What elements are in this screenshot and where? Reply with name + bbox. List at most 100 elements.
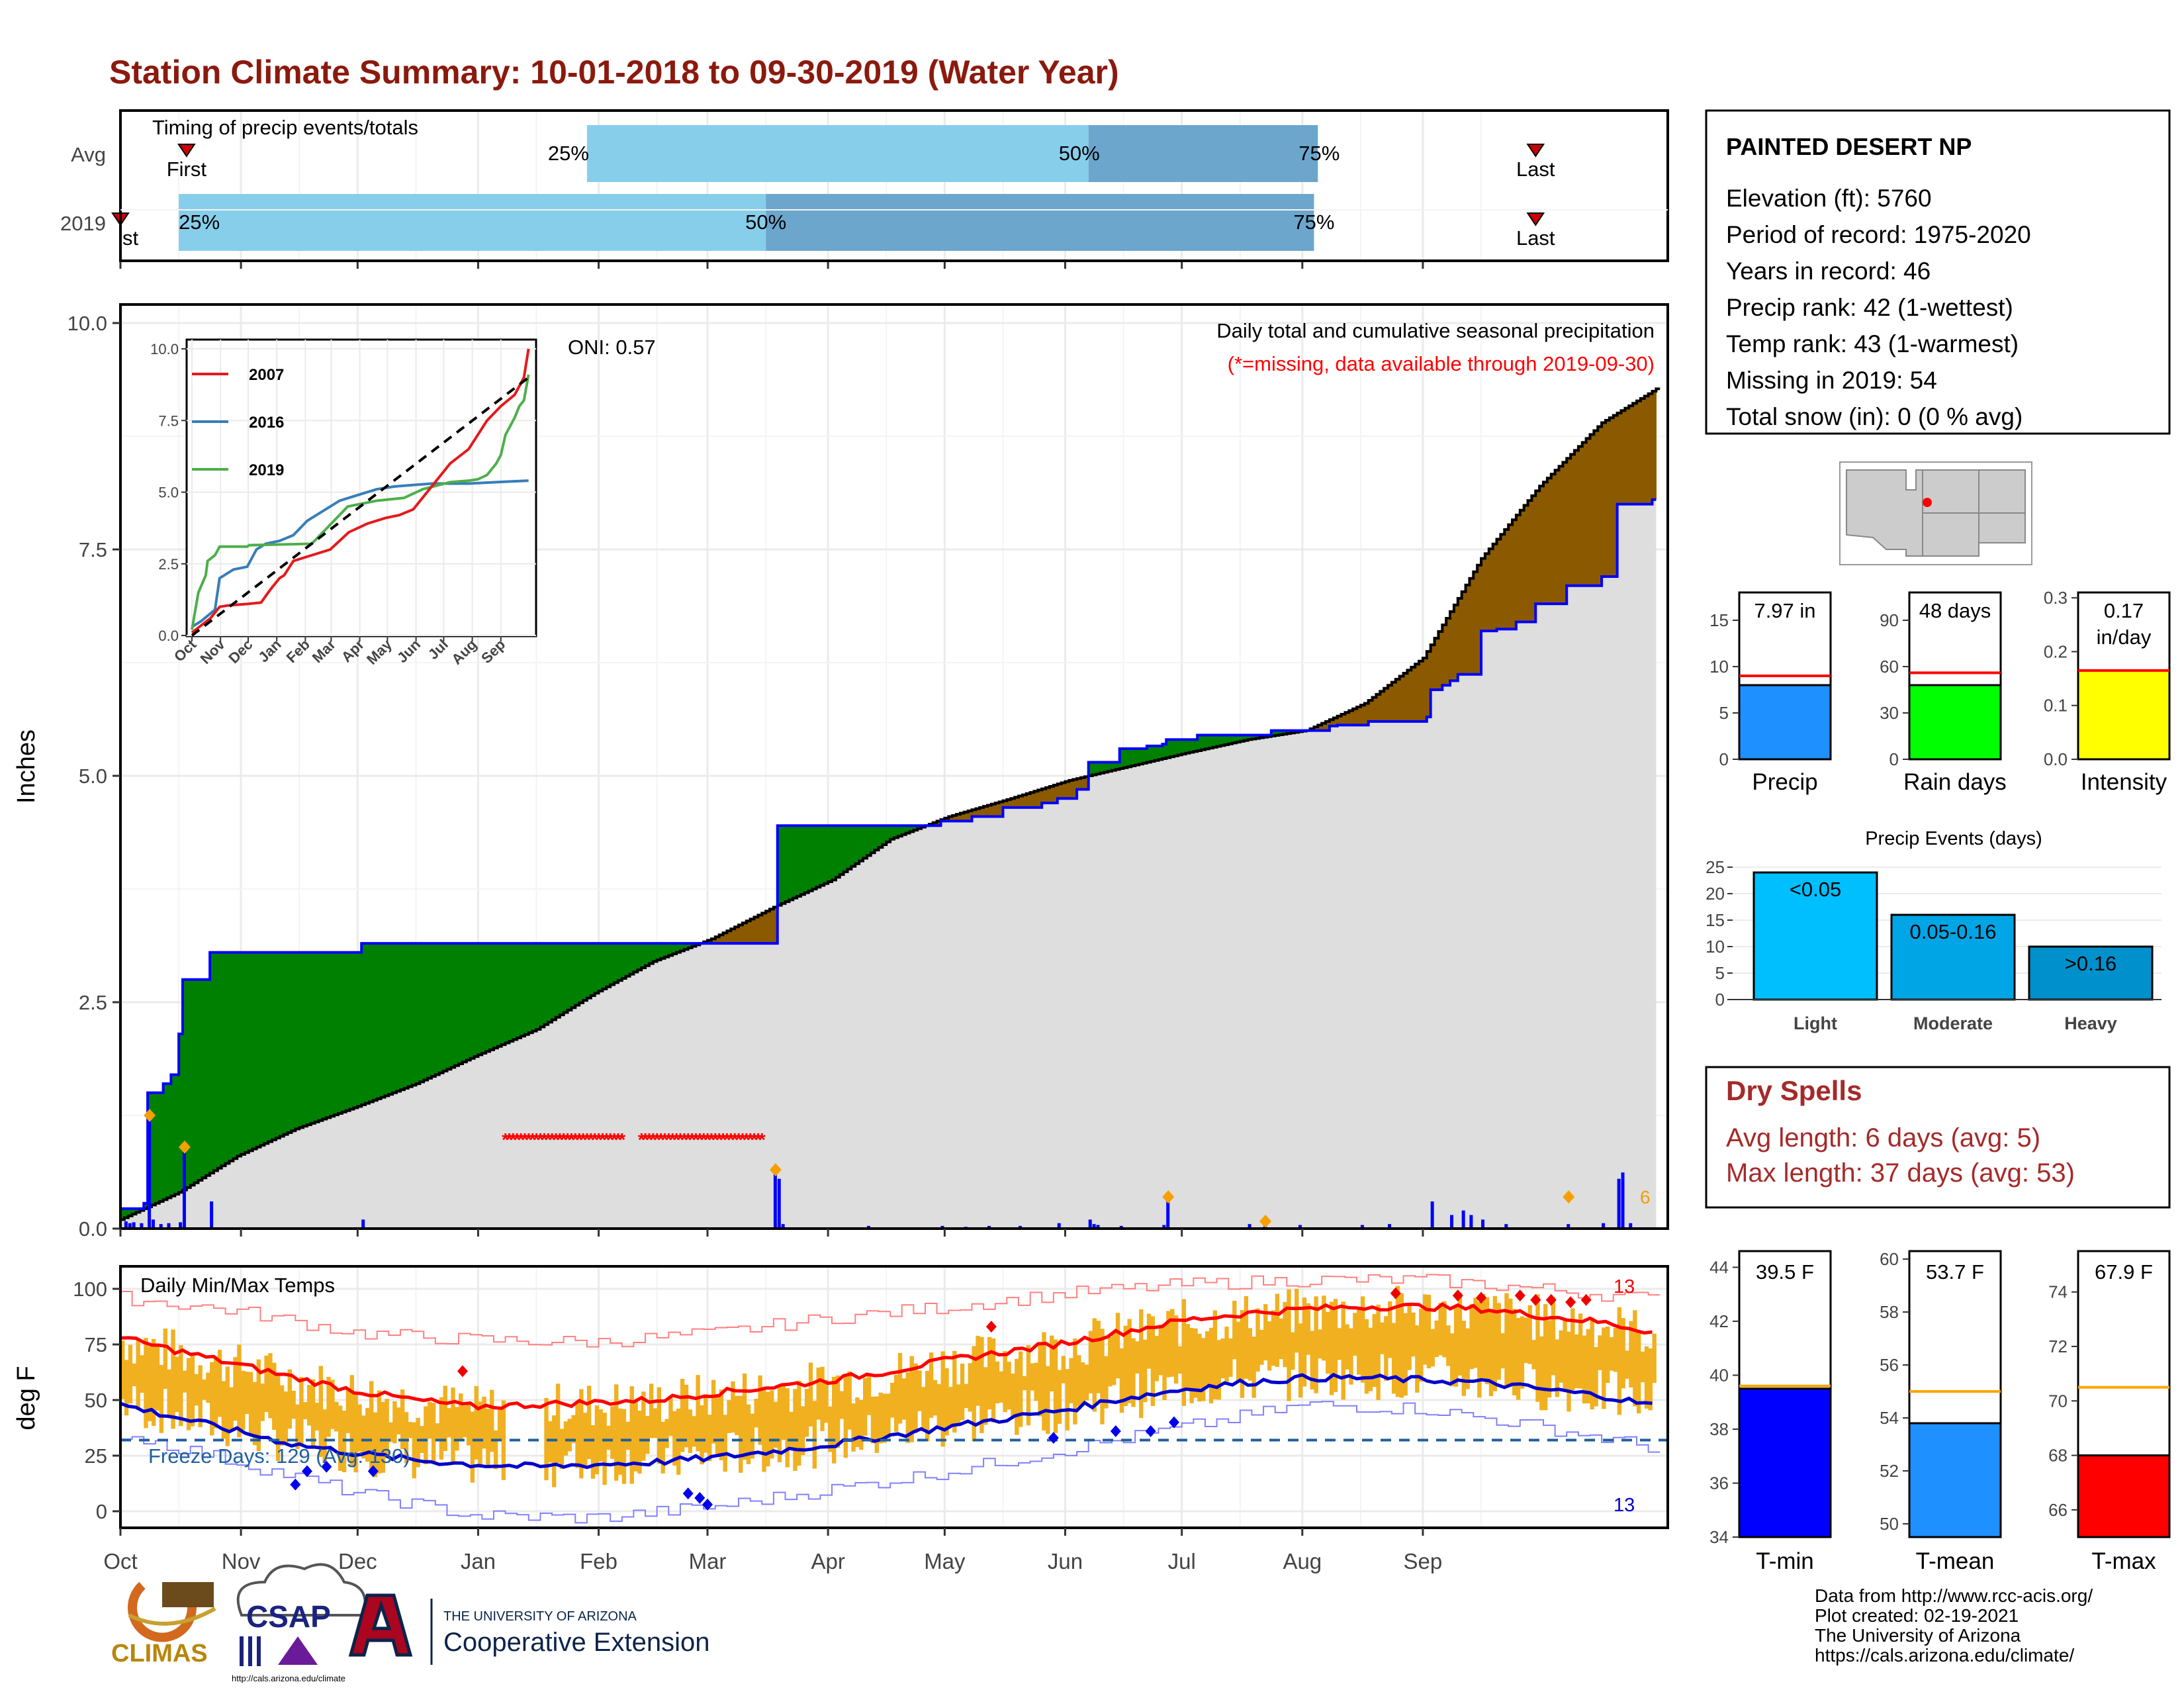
precip-above-avg-fill (1111, 762, 1116, 771)
precip-below-avg-fill (936, 821, 942, 826)
precip-below-avg-fill (1582, 442, 1587, 586)
precip-missing-asterisk: * (599, 1129, 606, 1150)
precip-above-avg-fill (602, 943, 607, 989)
temp-daily-range-bar (1543, 1304, 1548, 1411)
temp-daily-range-bar (1314, 1296, 1318, 1393)
precip-above-avg-fill (357, 952, 362, 1107)
precip-below-avg-fill (1349, 710, 1353, 726)
precip-below-avg-fill (762, 913, 766, 944)
temp-daily-range-bar (1224, 1327, 1229, 1382)
temp-daily-range-bar (1376, 1304, 1381, 1401)
temp-daily-range-bar (256, 1359, 261, 1452)
temp-daily-range-bar (1259, 1329, 1264, 1365)
temp-daily-range-bar (750, 1413, 755, 1459)
temp-daily-range-bar (291, 1390, 296, 1419)
precip-daily-bar (781, 1224, 785, 1229)
temp-daily-range-bar (563, 1421, 569, 1456)
record-low-diamond-marker (1110, 1425, 1121, 1438)
temp-daily-range-bar (1026, 1345, 1031, 1426)
inset-line-2016 (191, 479, 529, 628)
precip-above-avg-fill (594, 943, 600, 994)
precip-above-avg-fill (144, 1203, 148, 1209)
precip-missing-asterisk: * (576, 1129, 583, 1150)
precip-above-avg-fill (633, 943, 638, 972)
precip-above-avg-fill (1135, 748, 1140, 765)
temp-daily-range-bar (493, 1430, 498, 1470)
temp-daily-range-bar (1042, 1332, 1046, 1431)
temp-daily-range-bar (1453, 1306, 1459, 1387)
precip-daily-bar (777, 1178, 781, 1229)
temp-daily-range-bar (874, 1396, 880, 1453)
summary-bar-rain-days (1908, 684, 2002, 761)
temp-summary-bar-t-min (1738, 1387, 1832, 1538)
temp-daily-range-bar (664, 1419, 669, 1448)
precip-below-avg-fill (1042, 788, 1046, 804)
temp-daily-range-bar (586, 1385, 592, 1460)
temp-daily-range-bar (1275, 1293, 1280, 1367)
temp-daily-range-bar (1251, 1336, 1256, 1398)
precip-below-avg-fill (964, 812, 969, 821)
temp-daily-range-bar (198, 1365, 203, 1427)
temp-daily-range-bar (179, 1345, 183, 1427)
temp-daily-range-bar (1512, 1309, 1517, 1395)
precip-y-tick-label: 7.5 (79, 538, 107, 561)
inset-y-tick-label: 7.5 (158, 412, 179, 429)
temp-daily-range-bar (1625, 1350, 1629, 1379)
temp-daily-range-bar (1189, 1328, 1194, 1403)
temp-daily-range-bar (680, 1378, 685, 1452)
timing-p50-label-2019: 50% (745, 211, 786, 234)
temp-daily-range-bar (905, 1372, 910, 1443)
precip-above-avg-fill (816, 825, 821, 888)
precip-above-avg-fill (1146, 745, 1152, 763)
precip-above-avg-fill (341, 952, 347, 1112)
inset-legend-label: 2016 (249, 414, 284, 432)
temp-daily-range-bar (1131, 1338, 1136, 1407)
precip-below-avg-fill (1477, 565, 1482, 675)
precip-above-avg-fill (291, 952, 296, 1131)
precip-above-avg-fill (684, 943, 689, 950)
precip-below-avg-fill (1539, 486, 1544, 604)
precip-common-fill (120, 499, 1657, 1229)
precip-above-avg-fill (295, 952, 300, 1129)
precip-below-avg-fill (1345, 712, 1349, 726)
temp-daily-range-bar (303, 1401, 308, 1419)
precip-above-avg-fill (579, 943, 584, 1003)
temp-daily-range-bar (972, 1346, 976, 1442)
record-high-diamond-marker (1390, 1287, 1401, 1299)
station-location-dot (1923, 498, 1932, 507)
precip-missing-asterisk: * (545, 1129, 552, 1150)
precip-below-avg-fill (1496, 539, 1502, 630)
temp-daily-range-bar (1115, 1313, 1120, 1379)
events-category-label: Heavy (2064, 1013, 2117, 1033)
record-low-diamond-marker (1145, 1425, 1156, 1438)
temp-daily-range-bar (1057, 1370, 1062, 1424)
precip-below-avg-fill (1003, 800, 1007, 808)
precip-missing-asterisk: * (607, 1129, 614, 1150)
month-x-tick-label: Dec (338, 1549, 377, 1573)
precip-above-avg-fill (521, 943, 525, 1037)
station-info-line: Years in record: 46 (1726, 258, 1931, 285)
temp-summary-y-tick-label: 70 (2048, 1391, 2068, 1411)
temp-daily-range-bar (233, 1357, 238, 1421)
precip-missing-asterisk: * (707, 1129, 715, 1150)
precip-above-avg-fill (517, 943, 522, 1038)
precip-above-avg-fill (544, 943, 549, 1025)
precip-below-avg-fill (1570, 454, 1575, 586)
temp-panel: 0 25 50 75 100 deg F Daily Min/Max Temps Fre… (13, 1229, 1669, 1573)
station-name: PAINTED DESERT NP (1726, 133, 1972, 160)
temp-daily-range-bar (719, 1389, 724, 1460)
precip-below-avg-fill (1329, 720, 1334, 726)
precip-above-avg-fill (1158, 745, 1163, 760)
timing-bar-50-75-Avg (1088, 125, 1318, 182)
temp-daily-range-bar (1419, 1308, 1424, 1382)
temp-daily-range-bar (248, 1372, 253, 1434)
temp-daily-range-bar (171, 1329, 175, 1429)
temp-daily-range-bar (629, 1386, 634, 1484)
precip-daily-bar (1096, 1225, 1100, 1229)
temp-daily-range-bar (1248, 1328, 1252, 1381)
precip-above-avg-fill (303, 952, 308, 1127)
temp-daily-range-bar (1450, 1333, 1455, 1387)
temp-daily-range-bar (715, 1393, 720, 1454)
precip-above-avg-fill (310, 952, 316, 1123)
precip-daily-bar (1298, 1225, 1302, 1229)
